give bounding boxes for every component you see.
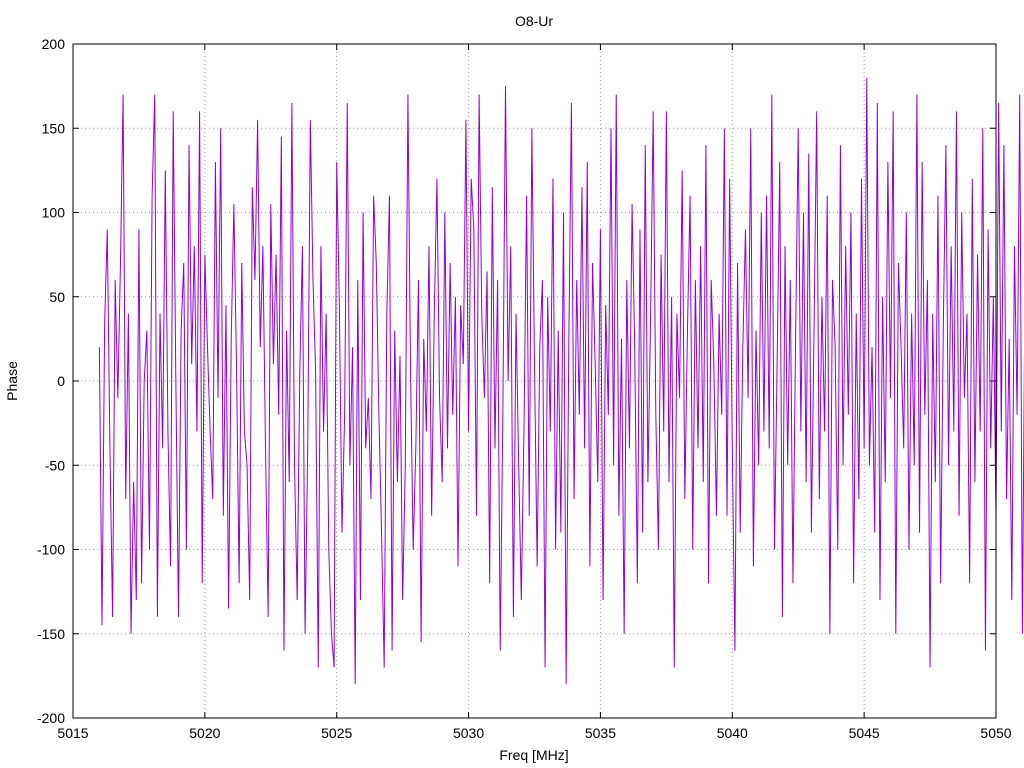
y-tick-label: 150 — [42, 120, 66, 136]
y-tick-label: -100 — [37, 542, 65, 558]
x-axis-label: Freq [MHz] — [499, 747, 568, 763]
y-tick-label: -50 — [45, 457, 65, 473]
y-tick-label: -150 — [37, 626, 65, 642]
y-tick-label: 100 — [42, 205, 66, 221]
y-tick-label: 50 — [49, 289, 65, 305]
chart-title: O8-Ur — [515, 13, 553, 29]
x-tick-label: 5040 — [717, 725, 748, 741]
x-tick-label: 5050 — [980, 725, 1011, 741]
x-tick-label: 5025 — [321, 725, 352, 741]
y-tick-label: 200 — [42, 36, 66, 52]
series-layer — [98, 77, 1024, 685]
x-tick-label: 5020 — [189, 725, 220, 741]
plot-frame — [72, 43, 997, 719]
x-tick-label: 5045 — [849, 725, 880, 741]
y-tick-label: 0 — [57, 373, 65, 389]
axis-ticks: 5015 5020 5025 5030 5035 5040 5045 5050 -200 -150… — [37, 36, 1012, 741]
y-axis-label: Phase — [4, 361, 20, 401]
x-tick-label: 5030 — [453, 725, 484, 741]
x-tick-label: 5035 — [585, 725, 616, 741]
phase-series-line — [98, 77, 1024, 685]
x-tick-label: 5015 — [57, 725, 88, 741]
y-tick-label: -200 — [37, 710, 65, 726]
